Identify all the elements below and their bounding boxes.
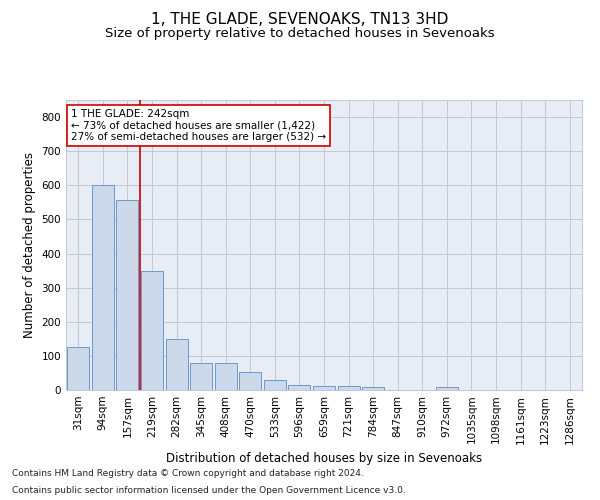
Y-axis label: Number of detached properties: Number of detached properties bbox=[23, 152, 36, 338]
Text: Contains public sector information licensed under the Open Government Licence v3: Contains public sector information licen… bbox=[12, 486, 406, 495]
Bar bbox=[67, 348, 89, 390]
X-axis label: Distribution of detached houses by size in Sevenoaks: Distribution of detached houses by size … bbox=[166, 452, 482, 465]
Bar bbox=[264, 380, 286, 390]
Bar bbox=[116, 200, 139, 390]
Text: 1, THE GLADE, SEVENOAKS, TN13 3HD: 1, THE GLADE, SEVENOAKS, TN13 3HD bbox=[151, 12, 449, 28]
Bar bbox=[289, 385, 310, 390]
Bar bbox=[190, 362, 212, 390]
Bar bbox=[313, 386, 335, 390]
Bar bbox=[92, 186, 114, 390]
Bar bbox=[141, 270, 163, 390]
Text: Size of property relative to detached houses in Sevenoaks: Size of property relative to detached ho… bbox=[105, 28, 495, 40]
Bar bbox=[215, 364, 237, 390]
Bar bbox=[239, 372, 262, 390]
Bar bbox=[166, 339, 188, 390]
Bar bbox=[338, 386, 359, 390]
Bar bbox=[362, 388, 384, 390]
Text: 1 THE GLADE: 242sqm
← 73% of detached houses are smaller (1,422)
27% of semi-det: 1 THE GLADE: 242sqm ← 73% of detached ho… bbox=[71, 108, 326, 142]
Bar bbox=[436, 388, 458, 390]
Text: Contains HM Land Registry data © Crown copyright and database right 2024.: Contains HM Land Registry data © Crown c… bbox=[12, 468, 364, 477]
